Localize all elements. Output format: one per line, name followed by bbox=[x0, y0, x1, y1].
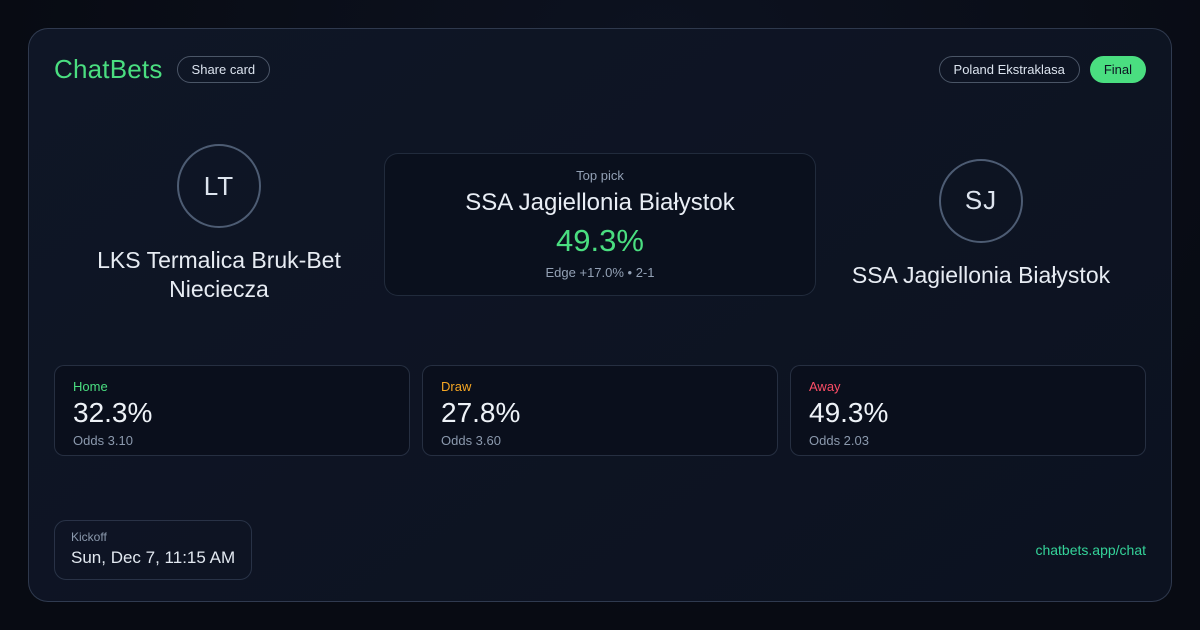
market-home-label: Home bbox=[73, 379, 108, 394]
market-draw-probability: 27.8% bbox=[441, 397, 521, 428]
home-team-block: LT LKS Termalica Bruk-Bet Nieciecza bbox=[54, 144, 384, 304]
brand-logo: ChatBets bbox=[54, 53, 163, 84]
top-pick-card: Top pick SSA Jagiellonia Białystok 49.3%… bbox=[384, 152, 816, 296]
top-pick-label: Top pick bbox=[576, 168, 624, 183]
kickoff-box: Kickoff Sun, Dec 7, 11:15 AM bbox=[54, 520, 253, 580]
home-team-avatar: LT bbox=[177, 144, 261, 229]
kickoff-datetime: Sun, Dec 7, 11:15 AM bbox=[71, 548, 236, 567]
market-card-draw: Draw 27.8% Odds 3.60 bbox=[422, 365, 778, 456]
market-card-away: Away 49.3% Odds 2.03 bbox=[790, 365, 1146, 456]
match-share-card: ChatBets Share card Poland Ekstraklasa F… bbox=[28, 28, 1172, 602]
top-pick-edge-detail: Edge +17.0% • 2-1 bbox=[545, 265, 655, 280]
chatbets-app-link[interactable]: chatbets.app/chat bbox=[1035, 542, 1146, 558]
away-team-block: SJ SSA Jagiellonia Białystok bbox=[816, 158, 1146, 290]
header-right: Poland Ekstraklasa Final bbox=[938, 55, 1146, 83]
market-draw-label: Draw bbox=[441, 379, 472, 394]
away-team-avatar: SJ bbox=[939, 158, 1023, 243]
market-draw-odds: Odds 3.60 bbox=[441, 433, 501, 448]
home-team-name: LKS Termalica Bruk-Bet Nieciecza bbox=[97, 247, 341, 302]
league-badge: Poland Ekstraklasa bbox=[938, 55, 1080, 83]
footer-row: Kickoff Sun, Dec 7, 11:15 AM chatbets.ap… bbox=[54, 520, 1146, 580]
status-badge: Final bbox=[1089, 55, 1146, 83]
top-pick-team: SSA Jagiellonia Białystok bbox=[465, 189, 735, 216]
market-card-home: Home 32.3% Odds 3.10 bbox=[54, 365, 410, 456]
top-pick-probability: 49.3% bbox=[556, 223, 644, 258]
kickoff-label: Kickoff bbox=[71, 530, 107, 544]
market-away-odds: Odds 2.03 bbox=[809, 433, 869, 448]
market-away-label: Away bbox=[809, 379, 841, 394]
markets-row: Home 32.3% Odds 3.10 Draw 27.8% Odds 3.6… bbox=[54, 365, 1146, 456]
market-home-probability: 32.3% bbox=[73, 397, 153, 428]
teams-row: LT LKS Termalica Bruk-Bet Nieciecza Top … bbox=[54, 141, 1146, 307]
card-header: ChatBets Share card Poland Ekstraklasa F… bbox=[54, 53, 1146, 85]
away-team-name: SSA Jagiellonia Białystok bbox=[851, 261, 1111, 288]
market-home-odds: Odds 3.10 bbox=[73, 433, 133, 448]
header-left: ChatBets Share card bbox=[54, 53, 271, 85]
share-card-button[interactable]: Share card bbox=[176, 55, 271, 83]
market-away-probability: 49.3% bbox=[809, 397, 889, 428]
